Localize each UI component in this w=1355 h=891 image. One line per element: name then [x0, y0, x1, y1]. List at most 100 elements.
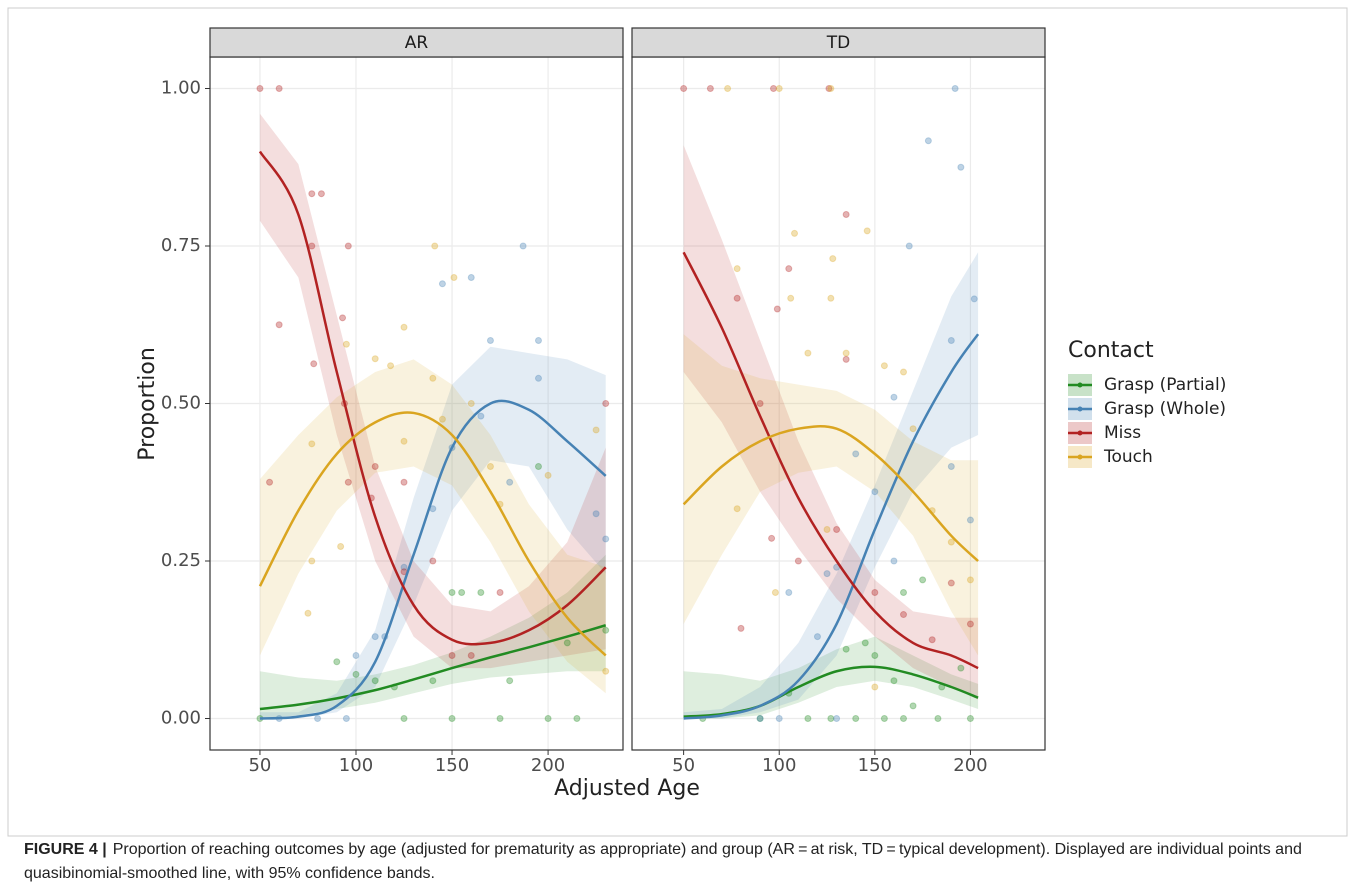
data-point: [823, 526, 831, 533]
strip: [209, 27, 624, 58]
data-point: [833, 715, 841, 722]
data-point: [602, 667, 610, 675]
data-point: [890, 557, 898, 565]
data-point: [787, 294, 795, 302]
data-point: [785, 265, 793, 273]
legend-label: Touch: [1103, 447, 1153, 467]
data-point: [756, 400, 764, 407]
data-point: [680, 85, 688, 92]
data-point: [706, 85, 714, 92]
y-tick-label: 1.00: [161, 78, 201, 99]
data-point: [534, 463, 542, 470]
data-point: [890, 393, 898, 401]
data-point: [371, 355, 379, 363]
legend-label: Grasp (Whole): [1104, 399, 1226, 419]
data-point: [737, 624, 745, 632]
data-point: [871, 589, 879, 596]
data-point: [400, 437, 408, 445]
data-point: [467, 400, 475, 407]
data-point: [314, 715, 322, 722]
y-tick-label: 0.75: [161, 235, 201, 256]
data-point: [352, 652, 360, 659]
data-point: [496, 589, 504, 596]
smooth-line: [259, 399, 607, 720]
data-point: [371, 633, 379, 641]
smooth-line: [683, 333, 980, 720]
data-point: [496, 715, 504, 722]
data-point: [842, 355, 850, 363]
x-tick-label: 100: [339, 755, 373, 776]
caption-label: FIGURE 4 |: [24, 841, 107, 858]
data-point: [308, 190, 316, 198]
data-point: [785, 589, 793, 596]
data-point: [344, 242, 352, 250]
data-point: [371, 463, 379, 470]
data-point: [966, 516, 974, 524]
data-point: [275, 85, 283, 92]
x-tick-label: 50: [672, 755, 695, 776]
data-point: [448, 715, 456, 722]
data-point: [909, 425, 917, 433]
data-point: [333, 658, 341, 666]
data-point: [827, 294, 835, 302]
data-point: [769, 85, 777, 92]
data-point: [852, 715, 860, 722]
data-point: [352, 670, 360, 678]
x-tick-label: 150: [435, 755, 469, 776]
data-point: [304, 609, 312, 617]
data-point: [928, 636, 936, 644]
data-point: [400, 478, 408, 486]
data-point: [951, 85, 959, 92]
data-point: [900, 368, 908, 376]
data-point: [387, 362, 395, 370]
data-point: [842, 645, 850, 653]
data-point: [308, 557, 316, 565]
data-point: [794, 557, 802, 565]
data-point: [534, 374, 542, 382]
data-point: [756, 715, 764, 722]
data-point: [544, 471, 552, 479]
confidence-band: [259, 113, 606, 669]
caption-text: Proportion of reaching outcomes by age (…: [24, 841, 1302, 882]
data-point: [519, 242, 527, 250]
confidence-band: [683, 636, 979, 719]
confidence-band: [683, 145, 979, 700]
smooth-line: [259, 624, 607, 711]
data-point: [970, 295, 978, 303]
y-axis-title: Proportion: [135, 347, 160, 461]
legend-dot: [1077, 430, 1083, 436]
data-point: [966, 715, 974, 722]
data-point: [966, 620, 974, 628]
data-point: [467, 652, 475, 659]
legend-dot: [1077, 382, 1083, 388]
data-point: [486, 463, 494, 470]
data-point: [947, 463, 955, 470]
x-axis-title: Adjusted Age: [554, 776, 700, 801]
data-point: [852, 450, 860, 458]
confidence-band: [683, 334, 979, 656]
data-point: [429, 557, 437, 565]
data-point: [458, 589, 466, 596]
data-point: [339, 314, 347, 322]
data-point: [400, 323, 408, 331]
data-point: [342, 715, 350, 722]
data-point: [825, 85, 833, 92]
data-point: [880, 715, 888, 722]
data-point: [773, 305, 781, 313]
data-point: [842, 349, 850, 357]
smooth-line: [682, 425, 979, 562]
frame: [7, 7, 1348, 837]
confidence-band: [259, 346, 606, 719]
y-tick-label: 0.00: [161, 708, 201, 729]
legend-dot: [1077, 406, 1083, 412]
data-point: [429, 677, 437, 685]
data-point: [905, 242, 913, 250]
data-point: [871, 683, 879, 691]
data-point: [448, 652, 456, 659]
data-point: [966, 576, 974, 584]
data-point: [544, 715, 552, 722]
data-point: [602, 400, 610, 407]
strip: [631, 27, 1046, 58]
